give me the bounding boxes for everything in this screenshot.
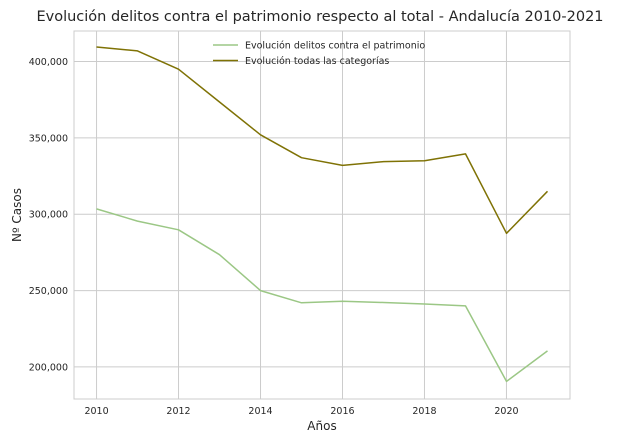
x-axis-ticks: 2010 2012 2014 2016 2018 2020 [84,406,518,417]
y-axis-ticks: 200,000 250,000 300,000 350,000 400,000 [29,57,68,373]
x-tick-label: 2010 [84,406,108,417]
legend-label-1: Evolución delitos contra el patrimonio [245,41,425,52]
grid [74,31,570,399]
plot-frame [73,30,571,400]
series-layer [96,46,549,383]
x-tick-label: 2014 [248,406,272,417]
x-tick-label: 2016 [330,406,354,417]
y-tick-label: 400,000 [29,57,68,68]
y-tick-label: 250,000 [29,286,68,297]
chart-title: Evolución delitos contra el patrimonio r… [36,9,603,25]
x-tick-label: 2012 [166,406,190,417]
legend-label-2: Evolución todas las categorías [245,56,389,67]
y-axis-label: Nº Casos [10,188,24,242]
series-line-1 [96,208,548,383]
series-line-2 [96,46,549,235]
y-tick-label: 300,000 [29,210,68,221]
x-axis-label: Años [307,419,336,433]
x-tick-label: 2020 [494,406,518,417]
legend: Evolución delitos contra el patrimonio Ev… [213,41,425,67]
y-tick-label: 200,000 [29,362,68,373]
x-tick-label: 2018 [412,406,436,417]
y-tick-label: 350,000 [29,133,68,144]
